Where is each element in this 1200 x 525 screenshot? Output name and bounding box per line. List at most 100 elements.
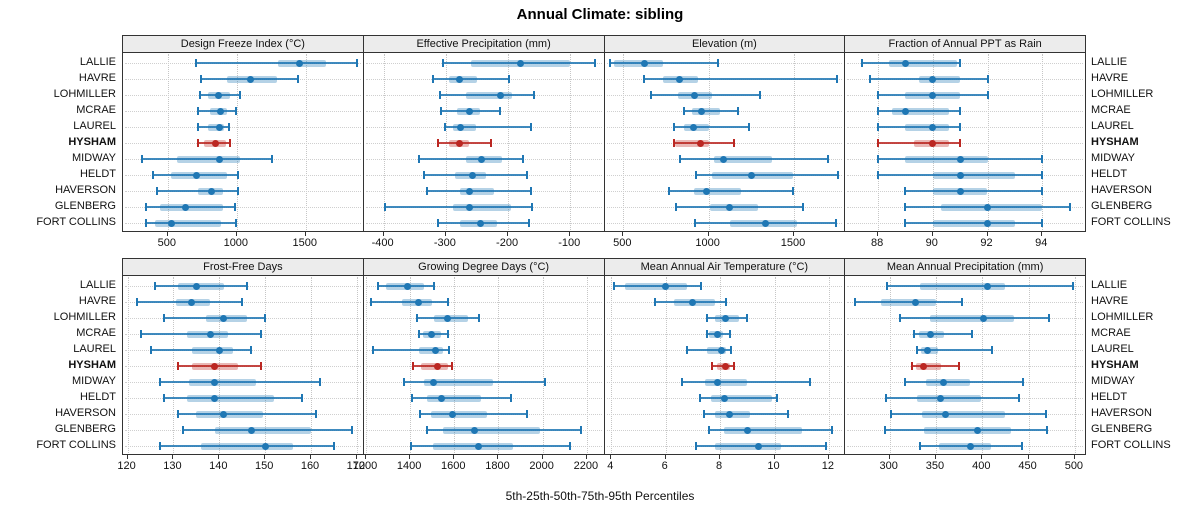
percentile-whisker-5-95 bbox=[679, 158, 829, 160]
median-dot bbox=[722, 362, 730, 370]
percentile-whisker-5-95 bbox=[878, 126, 961, 128]
percentile-whisker-5-95 bbox=[197, 126, 230, 128]
x-tick-mark bbox=[931, 232, 933, 236]
station-gridline bbox=[847, 111, 1083, 112]
percentile-whisker-5-95 bbox=[673, 126, 749, 128]
percentile-whisker-5-95 bbox=[682, 381, 810, 383]
whisker-cap-5th bbox=[681, 378, 684, 386]
x-tick-label: -100 bbox=[558, 237, 581, 249]
whisker-cap-5th bbox=[158, 442, 161, 450]
median-dot bbox=[722, 314, 730, 322]
median-dot bbox=[702, 187, 710, 195]
panel-header-mean-annual-air-temperature-c: Mean Annual Air Temperature (°C) bbox=[603, 258, 846, 276]
whisker-cap-95th bbox=[228, 123, 231, 131]
median-dot bbox=[974, 426, 982, 434]
x-tick-mark bbox=[877, 232, 879, 236]
x-tick-mark bbox=[444, 232, 446, 236]
x-gridline bbox=[570, 54, 572, 230]
median-dot bbox=[211, 139, 219, 147]
whisker-cap-95th bbox=[259, 362, 262, 370]
percentile-whisker-5-95 bbox=[904, 381, 1024, 383]
x-tick-mark bbox=[126, 455, 128, 459]
percentile-whisker-5-95 bbox=[438, 142, 491, 144]
x-tick-mark bbox=[382, 232, 384, 236]
whisker-cap-5th bbox=[377, 282, 380, 290]
whisker-cap-95th bbox=[827, 155, 830, 163]
whisker-cap-5th bbox=[889, 410, 892, 418]
station-label-right-mcrae: MCRAE bbox=[1091, 104, 1131, 116]
whisker-cap-5th bbox=[149, 346, 152, 354]
whisker-cap-95th bbox=[1041, 171, 1044, 179]
median-dot bbox=[437, 394, 445, 402]
x-gridline bbox=[305, 54, 307, 230]
whisker-cap-95th bbox=[355, 59, 358, 67]
whisker-cap-5th bbox=[608, 59, 611, 67]
whisker-cap-5th bbox=[177, 410, 180, 418]
median-dot bbox=[517, 59, 525, 67]
whisker-cap-95th bbox=[319, 378, 322, 386]
whisker-cap-5th bbox=[432, 75, 435, 83]
x-tick-mark bbox=[507, 232, 509, 236]
whisker-cap-95th bbox=[808, 378, 811, 386]
whisker-cap-5th bbox=[195, 59, 198, 67]
median-dot bbox=[466, 203, 473, 211]
median-dot bbox=[966, 442, 974, 450]
station-label-left-fort-collins: FORT COLLINS bbox=[36, 216, 116, 228]
whisker-cap-95th bbox=[776, 394, 779, 402]
x-tick-mark bbox=[497, 455, 499, 459]
station-gridline bbox=[847, 63, 1083, 64]
x-tick-mark bbox=[235, 232, 237, 236]
median-dot bbox=[211, 394, 219, 402]
whisker-cap-5th bbox=[675, 203, 678, 211]
whisker-cap-95th bbox=[986, 75, 989, 83]
median-dot bbox=[984, 219, 991, 227]
x-tick-mark bbox=[1041, 232, 1043, 236]
percentile-whisker-5-95 bbox=[869, 78, 988, 80]
percentile-whisker-5-95 bbox=[668, 190, 794, 192]
whisker-cap-5th bbox=[163, 314, 166, 322]
percentile-whisker-5-95 bbox=[412, 397, 511, 399]
whisker-cap-95th bbox=[747, 123, 750, 131]
x-tick-mark bbox=[827, 455, 829, 459]
whisker-cap-95th bbox=[594, 59, 597, 67]
whisker-cap-95th bbox=[835, 75, 838, 83]
station-gridline bbox=[125, 111, 361, 112]
x-tick-mark bbox=[622, 232, 624, 236]
panel-header-fraction-of-annual-ppt-as-rain: Fraction of Annual PPT as Rain bbox=[844, 35, 1086, 53]
whisker-cap-95th bbox=[787, 410, 790, 418]
whisker-cap-5th bbox=[667, 187, 670, 195]
whisker-cap-95th bbox=[509, 394, 512, 402]
whisker-cap-95th bbox=[245, 282, 248, 290]
median-dot bbox=[912, 298, 920, 306]
station-label-left-glenberg: GLENBERG bbox=[54, 423, 116, 435]
whisker-cap-5th bbox=[197, 107, 200, 115]
whisker-cap-95th bbox=[446, 330, 449, 338]
whisker-cap-5th bbox=[410, 442, 413, 450]
station-label-left-lohmiller: LOHMILLER bbox=[53, 88, 116, 100]
whisker-cap-5th bbox=[916, 346, 919, 354]
whisker-cap-95th bbox=[271, 155, 273, 163]
whisker-cap-5th bbox=[649, 91, 652, 99]
station-label-left-heldt: HELDT bbox=[79, 391, 116, 403]
panel-plot-mean-annual-precipitation-mm bbox=[844, 275, 1086, 455]
whisker-cap-95th bbox=[1046, 426, 1049, 434]
percentile-whisker-5-95 bbox=[699, 397, 778, 399]
x-gridline bbox=[774, 277, 776, 453]
whisker-cap-95th bbox=[758, 91, 761, 99]
median-dot bbox=[477, 155, 485, 163]
x-tick-label: 4 bbox=[607, 460, 614, 472]
median-dot bbox=[432, 346, 440, 354]
x-tick-mark bbox=[610, 455, 612, 459]
whisker-cap-95th bbox=[233, 203, 236, 211]
x-tick-label: 1500 bbox=[780, 237, 806, 249]
percentile-whisker-5-95 bbox=[411, 445, 571, 447]
x-tick-mark bbox=[218, 455, 220, 459]
x-tick-mark bbox=[541, 455, 543, 459]
x-tick-label: 120 bbox=[117, 460, 136, 472]
panel-header-growing-degree-days-c: Growing Degree Days (°C) bbox=[362, 258, 605, 276]
percentile-whisker-5-95 bbox=[413, 365, 453, 367]
x-gridline bbox=[623, 54, 625, 230]
percentile-whisker-5-95 bbox=[141, 333, 261, 335]
whisker-cap-5th bbox=[860, 59, 863, 67]
station-gridline bbox=[847, 302, 1083, 303]
